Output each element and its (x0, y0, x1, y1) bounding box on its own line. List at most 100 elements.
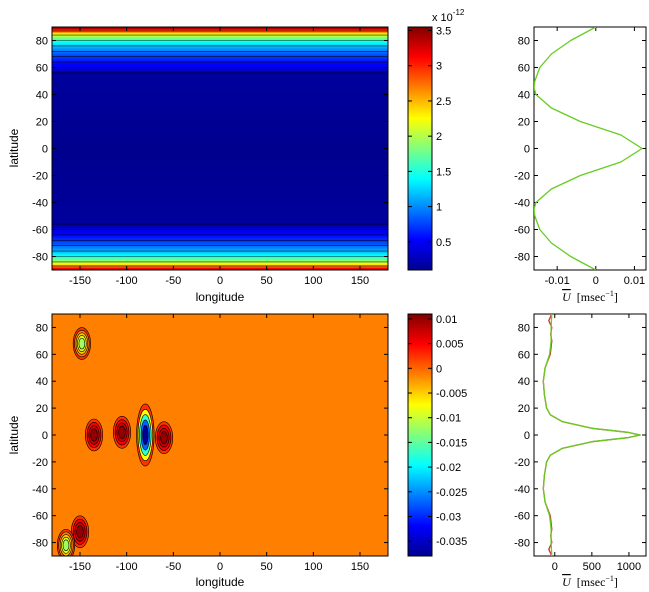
top-map-band (52, 43, 388, 46)
bottom-map-ytick-label: -40 (32, 484, 48, 496)
top-map-band (52, 68, 388, 71)
top-map-band (52, 49, 388, 52)
bottom-map-field (56, 327, 174, 556)
top-map-band (52, 172, 388, 175)
top-map-band (52, 39, 388, 42)
top-map-band (52, 153, 388, 156)
top-map-band (52, 159, 388, 162)
top-map-band (52, 237, 388, 240)
top-map-band (52, 106, 388, 109)
bottom-map-ytick-label: 40 (36, 376, 48, 388)
top-map-band (52, 191, 388, 194)
top-map-band (52, 251, 388, 254)
top-map-axes: -150 -100 -50 0 50 100 150 -80 -60 -40 -20 0 20 40 60 8… (32, 27, 388, 287)
bottom-map-xlabel: longitude (196, 575, 245, 589)
top-map-band (52, 91, 388, 94)
top-map-band (52, 221, 388, 224)
top-map-band (52, 128, 388, 131)
top-profile-ytick-label: 60 (518, 63, 530, 75)
bottom-map-ytick-label: -80 (32, 538, 48, 550)
top-map-band (52, 233, 388, 236)
top-map-band (52, 174, 388, 177)
top-map-band (52, 45, 388, 48)
top-map-band (52, 113, 388, 116)
top-map-band (52, 194, 388, 197)
bottom-map-contour (118, 425, 126, 439)
top-map-band (52, 198, 388, 201)
top-map-band (52, 75, 388, 78)
top-profile-panel: -0.01 0 0.01 -80 -60 -40 -20 0 20 40 60 80 U [msec−1… (514, 26, 647, 304)
top-map-band (52, 207, 388, 210)
top-map-band (52, 259, 388, 262)
top-map-band (52, 176, 388, 179)
top-colorbar-tick-label: 1 (436, 202, 442, 214)
top-map-band (52, 145, 388, 148)
top-map-band (52, 129, 388, 132)
top-map-band (52, 253, 388, 256)
top-map-band (52, 149, 388, 152)
top-map-band (52, 36, 388, 39)
bottom-colorbar-ramp (407, 313, 433, 557)
top-map-band (52, 175, 388, 178)
top-map-band (52, 121, 388, 124)
top-map-ytick-label: -20 (32, 171, 48, 183)
bottom-map-axes: -150 -100 -50 0 50 100 150 -80 -60 -40 -20 0 20 40 60 8… (32, 314, 388, 573)
bottom-map-ytick-label: 20 (36, 403, 48, 415)
bottom-profile-ytick-label: 80 (518, 322, 530, 334)
top-map-band (52, 166, 388, 168)
top-map-ytick-label: -80 (32, 252, 48, 264)
top-map-band (52, 244, 388, 247)
bottom-map-contour (76, 525, 84, 539)
top-map-band (52, 58, 388, 60)
top-map-band (52, 151, 388, 154)
top-map-xtick-label: 100 (304, 275, 322, 287)
bottom-map-panel: -150 -100 -50 0 50 100 150 -80 -60 -40 -20 0 20 40 60 8… (7, 313, 389, 589)
top-map-band (52, 241, 388, 244)
top-map-band (52, 87, 388, 90)
top-map-band (52, 201, 388, 204)
top-map-band (52, 51, 388, 54)
top-map-band (52, 222, 388, 225)
top-map-band (52, 109, 388, 112)
bottom-map-ylabel: latitude (7, 415, 21, 454)
bottom-profile-lines (542, 314, 641, 556)
top-profile-xtick-label: 0.01 (624, 275, 645, 287)
top-map-band (52, 44, 388, 47)
top-map-band (52, 263, 388, 266)
top-map-band (52, 247, 388, 249)
top-map-band (52, 124, 388, 127)
top-map-band (52, 102, 388, 105)
top-map-band (52, 105, 388, 108)
top-map-band (52, 220, 388, 222)
top-map-band (52, 156, 388, 159)
top-profile-ytick-label: -40 (514, 198, 530, 210)
top-map-band (52, 216, 388, 218)
top-map-band (52, 148, 388, 151)
top-map-band (52, 180, 388, 183)
top-map-band (52, 94, 388, 97)
top-map-band (52, 210, 388, 213)
top-map-band (52, 225, 388, 228)
top-colorbar-ticks: 0.5 1 1.5 2 2.5 3 3.5 (408, 26, 451, 249)
top-map-band (52, 48, 388, 51)
top-map-band (52, 252, 388, 255)
top-map-band (52, 218, 388, 221)
top-map-band (52, 112, 388, 114)
top-map-band (52, 37, 388, 40)
top-colorbar-tick-label: 0.5 (436, 237, 451, 249)
top-map-band (52, 217, 388, 220)
top-colorbar-tick-label: 3.5 (436, 26, 451, 38)
top-map-band (52, 264, 388, 267)
top-map-band (52, 97, 388, 100)
top-map-band (52, 70, 388, 73)
top-map-band (52, 168, 388, 171)
top-map-band (52, 82, 388, 85)
top-map-band (52, 136, 388, 139)
bottom-map-xtick-label: -150 (69, 561, 91, 573)
bottom-profile-series-line (542, 314, 641, 556)
top-map-ytick-label: 0 (42, 144, 48, 156)
top-map-band (52, 211, 388, 214)
top-map-band (52, 187, 388, 190)
bottom-map-contour (142, 424, 149, 446)
top-map-band (52, 203, 388, 206)
